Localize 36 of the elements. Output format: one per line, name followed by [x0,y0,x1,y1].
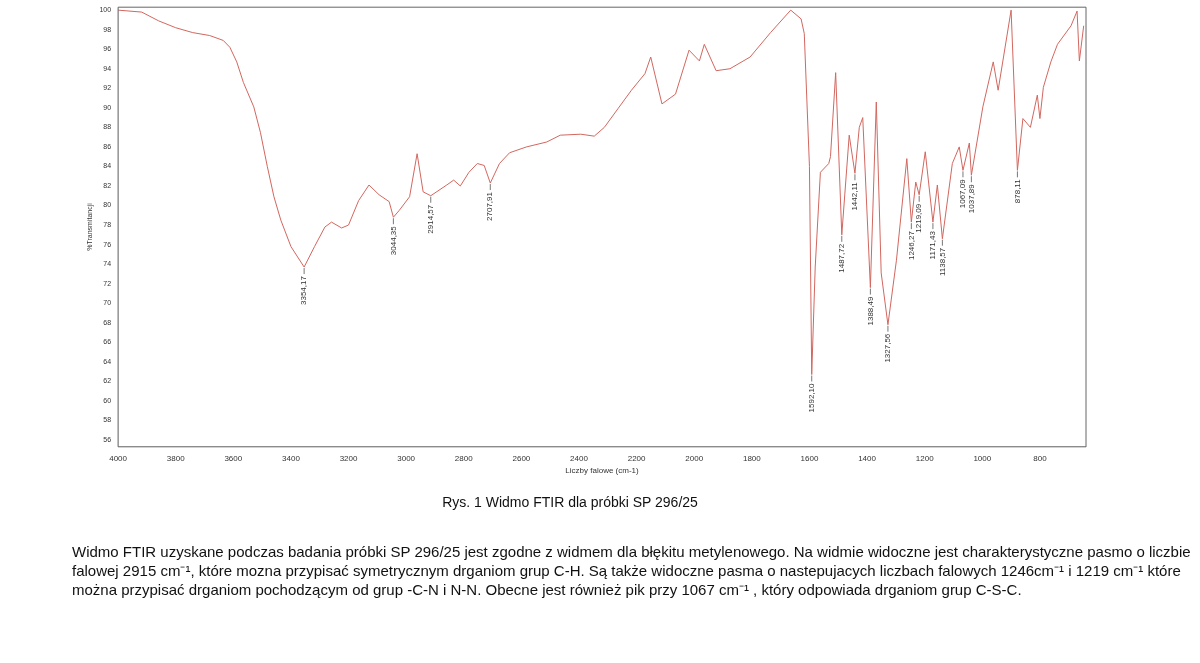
annotation: 3044,35 [388,225,398,256]
annotation: 1592,10 [806,382,816,413]
annotation: 1037,89 [966,183,976,214]
annotation: 1487,72 [837,243,846,273]
x-tick-label: 1400 [858,453,877,463]
x-axis-title: Liczby falowe (cm-1) [565,466,640,476]
x-tick-label: 4000 [109,453,128,463]
annotation: 2707,91 [485,191,495,221]
annotation: 1388,49 [865,296,875,326]
x-tick-label: 800 [1033,453,1048,463]
text: Rys. 1 Widmo FTIR dla próbki SP 296/25 [441,494,699,510]
x-tick-label: 3600 [224,453,243,463]
annotation: 1171,43 [928,230,938,260]
x-tick-label: 1800 [742,453,762,463]
annotation: 1067,09 [958,178,968,209]
annotation: 1219,09 [914,203,924,233]
x-tick-label: 2000 [685,453,704,463]
annotation: 3354,17 [299,275,309,305]
annotation: 1246,27 [906,230,916,261]
x-tick-label: 3400 [282,453,301,463]
annotation: 1138,57 [937,247,947,277]
annotation: 2914,57 [425,204,435,234]
x-tick-label: 2400 [570,453,589,463]
x-tick-label: 2800 [454,453,474,463]
x-tick-label: 1000 [973,453,992,463]
annotation: 878,11 [1012,178,1022,204]
text: Widmo FTIR uzyskane podczas badania próbki SP 296/25 jest zgodne z widmem dla błękitu metylenowego. Na widmie widoczne jest charakterystyczne pasmo o liczbie falowej 2915 cm⁻¹, które mozna przypisać symetrycznym drganiom grup C-H. Są także widoczne pasma o nastepujacych liczbach falowych 1246cm⁻¹ i 1219 cm⁻¹ które można przypisać drganiom pochodzącym od grup -C-N i N-N. Obecne jest również pik przy 1067 cm⁻¹ , który odpowiada drganiom grup C-S-C. [72,542,1192,599]
annotation: 1327,56 [883,333,893,363]
x-tick-label: 3000 [397,453,416,463]
x-tick-label: 2600 [512,453,531,463]
x-tick-label: 1600 [800,453,819,463]
x-tick-label: 3800 [166,453,186,463]
x-tick-label: 1200 [915,453,935,463]
x-tick-label: 2200 [627,453,647,463]
x-tick-label: 3200 [339,453,358,463]
annotation: 1442,11 [850,181,860,211]
